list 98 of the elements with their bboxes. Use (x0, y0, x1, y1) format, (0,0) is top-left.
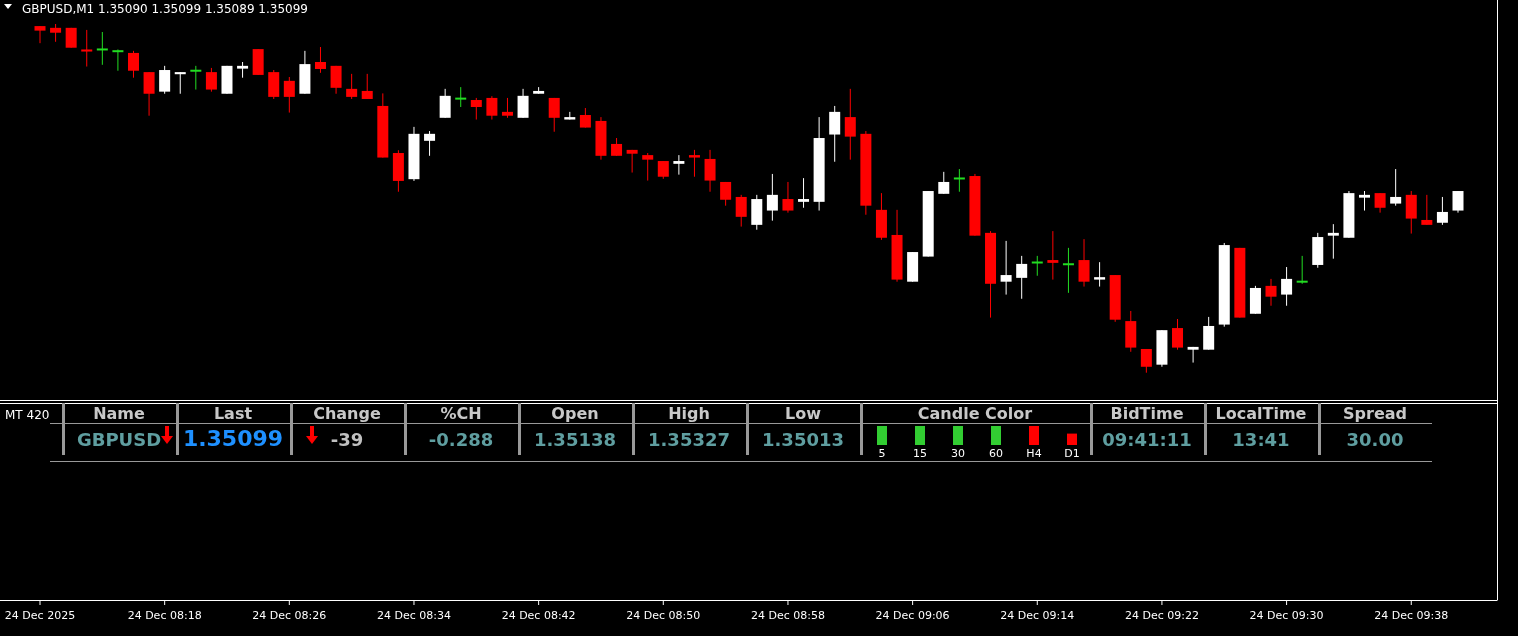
x-tick-label: 60 (989, 447, 1003, 460)
category-label: %CH (440, 404, 482, 423)
candlestick (81, 29, 93, 68)
candlestick (782, 181, 794, 214)
candlestick (673, 154, 685, 176)
candlestick (1296, 255, 1308, 285)
x-tick-label: 24 Dec 09:38 (1374, 609, 1449, 622)
x-tick-label: H4 (1026, 447, 1042, 460)
candlestick (1405, 190, 1417, 235)
candlestick (1000, 240, 1012, 296)
candlestick (642, 152, 654, 182)
candlestick (1390, 168, 1402, 207)
text: GBPUSD (76, 429, 162, 450)
candlestick (517, 88, 529, 119)
candlestick (174, 71, 186, 95)
candlestick (938, 171, 950, 195)
text: 1.35327 (648, 429, 730, 450)
category-label: Open (551, 404, 599, 423)
x-tick-label: 24 Dec 09:14 (1000, 609, 1075, 622)
candlestick (470, 97, 482, 121)
candlestick (486, 95, 498, 121)
category-label: Change (313, 404, 381, 423)
candlestick (829, 105, 841, 163)
category-label: Low (785, 404, 822, 423)
x-tick-label: D1 (1064, 447, 1080, 460)
candlestick (190, 65, 202, 91)
text: 1.35138 (534, 429, 616, 450)
candlestick (1047, 230, 1059, 281)
candlestick (34, 25, 46, 44)
x-tick-label: 24 Dec 08:26 (252, 609, 327, 622)
candlestick (143, 71, 155, 117)
candlestick (1094, 261, 1106, 288)
candlestick (735, 194, 747, 228)
candlestick (1062, 247, 1074, 294)
candlestick (798, 177, 810, 209)
text: 09:41:11 (1102, 429, 1192, 450)
x-tick-label: 5 (878, 447, 886, 460)
category-label: Last (213, 404, 253, 423)
candlestick (1187, 346, 1199, 364)
candlestick (501, 97, 513, 119)
candlestick (1327, 223, 1339, 260)
category-label: Spread (1343, 404, 1407, 423)
text: 1.35013 (762, 429, 844, 450)
text: 1.35099 (182, 426, 284, 451)
x-tick-label: 24 Dec 09:06 (875, 609, 950, 622)
candlestick (346, 73, 358, 100)
text: 30.00 (1346, 429, 1404, 450)
candlestick (1452, 190, 1464, 214)
candlestick (548, 97, 560, 133)
text: -0.288 (428, 429, 494, 450)
x-tick-label: 24 Dec 08:18 (127, 609, 202, 622)
candlestick (424, 130, 436, 157)
candlestick (439, 88, 451, 119)
candlestick (1359, 190, 1371, 212)
candlestick (361, 73, 373, 100)
candlestick (1078, 238, 1090, 288)
candlestick (1265, 278, 1277, 307)
category-label: BidTime (1110, 404, 1184, 423)
candlestick (96, 31, 108, 66)
candlestick (844, 88, 856, 161)
x-tick-label: 24 Dec 09:30 (1249, 609, 1324, 622)
candlestick (704, 149, 716, 193)
candlestick (766, 173, 778, 222)
candlestick (314, 46, 326, 74)
candlestick (953, 168, 965, 193)
candlestick (128, 50, 139, 79)
candlestick (205, 67, 217, 93)
candlestick (1436, 196, 1448, 226)
x-tick-label: 24 Dec 08:34 (376, 609, 451, 622)
candlestick (159, 65, 171, 95)
candlestick (1031, 255, 1043, 277)
text: MT 420 (5, 408, 50, 422)
candlestick (1016, 255, 1028, 300)
candlestick (579, 107, 591, 129)
x-tick-label: 24 Dec 08:42 (501, 609, 576, 622)
x-tick-label: 24 Dec 2025 (4, 609, 76, 622)
chart-title: GBPUSD,M1 1.35090 1.35099 1.35089 1.35099 (22, 2, 308, 16)
x-tick-label: 24 Dec 09:22 (1124, 609, 1199, 622)
x-tick-label: 24 Dec 08:58 (750, 609, 825, 622)
text: 13:41 (1232, 429, 1290, 450)
x-tick-label: 15 (913, 447, 927, 460)
candlestick (283, 76, 295, 114)
text: -39 (330, 429, 364, 450)
candlestick (1203, 316, 1215, 351)
category-label: High (668, 404, 710, 423)
candlestick (1421, 194, 1433, 226)
candlestick (455, 86, 467, 108)
x-tick-label: 24 Dec 08:50 (626, 609, 701, 622)
candlestick (1374, 192, 1386, 214)
candlestick (330, 65, 342, 95)
category-label: Candle Color (917, 404, 1033, 423)
candlestick (688, 149, 700, 178)
category-label: Name (93, 404, 145, 423)
category-label: LocalTime (1215, 404, 1307, 423)
candlestick (112, 48, 124, 72)
candlestick (1281, 266, 1293, 307)
candlestick (1172, 318, 1184, 351)
x-tick-label: 30 (951, 447, 965, 460)
